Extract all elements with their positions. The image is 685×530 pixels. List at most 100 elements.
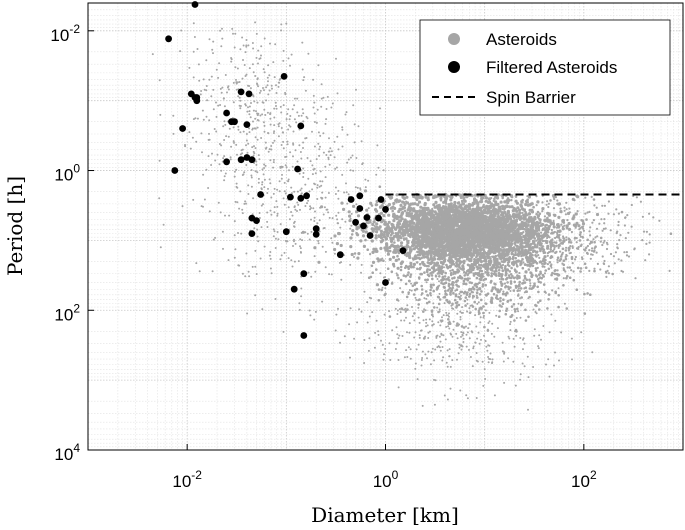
asteroid-point (400, 241, 404, 245)
asteroid-point (539, 224, 542, 227)
asteroid-point (563, 209, 566, 212)
asteroid-point (533, 284, 536, 288)
asteroid-point (418, 197, 421, 200)
asteroid-point (456, 224, 459, 227)
asteroid-point (467, 236, 471, 240)
asteroid-point (560, 223, 563, 226)
asteroid-point (502, 216, 505, 219)
asteroid-point (516, 206, 520, 210)
asteroid-point (508, 226, 512, 230)
asteroid-point (550, 232, 553, 235)
asteroid-point (500, 194, 503, 197)
asteroid-point (469, 270, 473, 274)
asteroid-point (514, 310, 517, 313)
asteroid-point (409, 235, 412, 239)
asteroid-point (616, 230, 619, 233)
asteroid-point (477, 309, 481, 313)
asteroid-point (420, 196, 424, 200)
asteroid-point (423, 209, 427, 213)
asteroid-point (349, 245, 353, 249)
asteroid-point (428, 220, 432, 224)
asteroid-point (475, 265, 479, 269)
asteroid-point (375, 268, 378, 271)
asteroid-point (541, 265, 545, 268)
asteroid-point (422, 243, 426, 247)
asteroid-point (561, 225, 564, 228)
asteroid-point (617, 258, 620, 261)
asteroid-point (419, 272, 422, 276)
asteroid-point (530, 228, 534, 231)
asteroid-point (586, 238, 589, 242)
asteroid-point (455, 221, 458, 224)
asteroid-point (382, 235, 387, 239)
asteroid-point (478, 206, 482, 210)
asteroid-point (444, 244, 448, 247)
asteroid-point (234, 248, 237, 251)
asteroid-point (584, 212, 587, 215)
asteroid-point (268, 148, 271, 151)
asteroid-point (467, 210, 471, 214)
asteroid-point (514, 256, 517, 260)
asteroid-point (497, 250, 500, 253)
asteroid-point (420, 284, 424, 288)
asteroid-point (448, 241, 452, 244)
asteroid-point (527, 195, 532, 199)
asteroid-point (495, 269, 498, 273)
asteroid-point (394, 228, 398, 231)
asteroid-point (455, 280, 458, 284)
asteroid-point (574, 212, 578, 216)
asteroid-point (562, 235, 565, 238)
asteroid-point (250, 185, 253, 188)
asteroid-point (471, 215, 474, 218)
asteroid-point (401, 222, 405, 226)
asteroid-point (510, 240, 513, 243)
asteroid-point (472, 239, 475, 243)
asteroid-point (421, 233, 425, 236)
asteroid-point (463, 255, 466, 258)
asteroid-point (506, 220, 509, 223)
asteroid-point (520, 204, 523, 207)
asteroid-point (564, 270, 567, 273)
asteroid-point (460, 220, 464, 224)
asteroid-point (578, 233, 582, 236)
asteroid-point (508, 247, 511, 250)
asteroid-point (515, 270, 518, 273)
asteroid-point (522, 261, 525, 264)
asteroid-point (571, 245, 574, 248)
asteroid-point (287, 178, 290, 181)
asteroid-point (603, 222, 606, 225)
asteroid-point (516, 231, 520, 234)
asteroid-point (513, 231, 517, 234)
asteroid-point (452, 281, 455, 284)
asteroid-point (565, 238, 568, 241)
asteroid-point (538, 212, 542, 215)
asteroid-point (473, 208, 478, 212)
asteroid-point (558, 238, 562, 242)
asteroid-point (540, 231, 543, 234)
asteroid-point (395, 217, 399, 221)
asteroid-point (581, 235, 584, 238)
asteroid-point (522, 279, 525, 282)
asteroid-point (502, 257, 506, 261)
asteroid-point (539, 248, 542, 251)
asteroid-point (376, 257, 380, 261)
asteroid-point (392, 219, 396, 223)
asteroid-point (413, 288, 417, 292)
asteroid-point (518, 284, 521, 288)
asteroid-point (478, 269, 482, 273)
asteroid-point (447, 248, 450, 251)
asteroid-point (565, 253, 568, 257)
asteroid-point (510, 247, 514, 250)
asteroid-point (539, 260, 542, 263)
asteroid-point (603, 204, 607, 207)
asteroid-point (513, 224, 517, 228)
asteroid-point (372, 220, 376, 224)
asteroid-point (396, 254, 399, 258)
asteroid-point (536, 243, 539, 246)
asteroid-point (510, 242, 514, 245)
asteroid-point (304, 231, 307, 234)
asteroid-point (355, 231, 358, 235)
asteroid-point (571, 246, 574, 249)
asteroid-point (471, 226, 474, 229)
asteroid-point (353, 252, 357, 255)
